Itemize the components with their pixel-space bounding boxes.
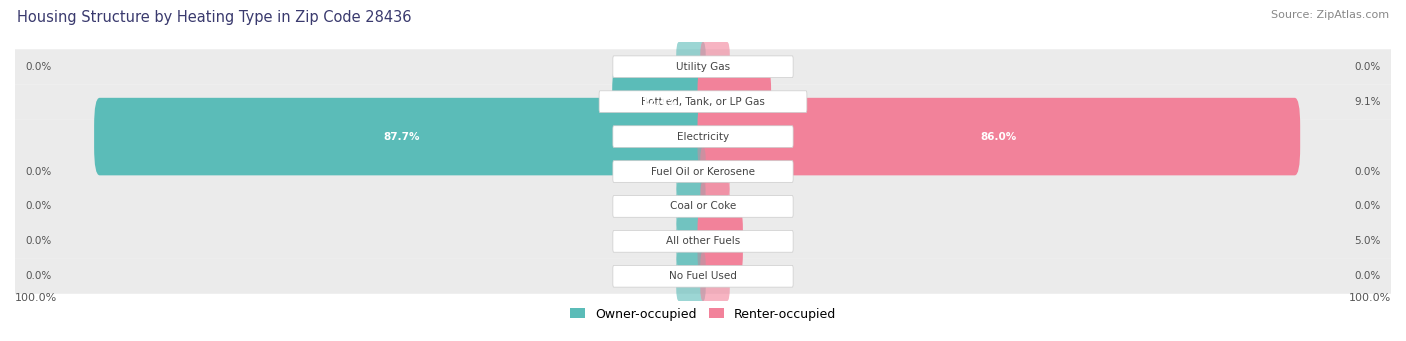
- FancyBboxPatch shape: [15, 259, 1391, 294]
- FancyBboxPatch shape: [613, 126, 793, 147]
- Text: 100.0%: 100.0%: [1348, 293, 1391, 303]
- FancyBboxPatch shape: [700, 42, 730, 91]
- Text: 0.0%: 0.0%: [25, 202, 52, 211]
- Text: All other Fuels: All other Fuels: [666, 236, 740, 246]
- Text: 5.0%: 5.0%: [1354, 236, 1381, 246]
- Text: 0.0%: 0.0%: [1354, 271, 1381, 281]
- FancyBboxPatch shape: [15, 84, 1391, 119]
- FancyBboxPatch shape: [697, 63, 770, 140]
- FancyBboxPatch shape: [612, 63, 709, 140]
- FancyBboxPatch shape: [697, 98, 1301, 175]
- Text: 100.0%: 100.0%: [15, 293, 58, 303]
- Text: Bottled, Tank, or LP Gas: Bottled, Tank, or LP Gas: [641, 97, 765, 107]
- Text: Coal or Coke: Coal or Coke: [669, 202, 737, 211]
- FancyBboxPatch shape: [15, 119, 1391, 154]
- FancyBboxPatch shape: [676, 147, 706, 196]
- FancyBboxPatch shape: [599, 91, 807, 113]
- Text: 0.0%: 0.0%: [1354, 62, 1381, 72]
- Text: 0.0%: 0.0%: [25, 166, 52, 177]
- Text: Fuel Oil or Kerosene: Fuel Oil or Kerosene: [651, 166, 755, 177]
- FancyBboxPatch shape: [613, 196, 793, 217]
- Text: Utility Gas: Utility Gas: [676, 62, 730, 72]
- FancyBboxPatch shape: [15, 189, 1391, 224]
- FancyBboxPatch shape: [700, 147, 730, 196]
- Text: 12.4%: 12.4%: [643, 97, 679, 107]
- Text: Housing Structure by Heating Type in Zip Code 28436: Housing Structure by Heating Type in Zip…: [17, 10, 412, 25]
- Text: 0.0%: 0.0%: [25, 236, 52, 246]
- FancyBboxPatch shape: [613, 231, 793, 252]
- FancyBboxPatch shape: [700, 182, 730, 231]
- Legend: Owner-occupied, Renter-occupied: Owner-occupied, Renter-occupied: [565, 302, 841, 326]
- FancyBboxPatch shape: [613, 265, 793, 287]
- FancyBboxPatch shape: [613, 161, 793, 182]
- Text: 0.0%: 0.0%: [25, 62, 52, 72]
- FancyBboxPatch shape: [700, 252, 730, 301]
- Text: 0.0%: 0.0%: [1354, 166, 1381, 177]
- FancyBboxPatch shape: [15, 224, 1391, 259]
- Text: 0.0%: 0.0%: [25, 271, 52, 281]
- Text: Source: ZipAtlas.com: Source: ZipAtlas.com: [1271, 10, 1389, 20]
- FancyBboxPatch shape: [15, 154, 1391, 189]
- Text: 0.0%: 0.0%: [1354, 202, 1381, 211]
- FancyBboxPatch shape: [94, 98, 709, 175]
- FancyBboxPatch shape: [676, 42, 706, 91]
- Text: 87.7%: 87.7%: [382, 132, 419, 142]
- FancyBboxPatch shape: [697, 203, 742, 280]
- Text: No Fuel Used: No Fuel Used: [669, 271, 737, 281]
- FancyBboxPatch shape: [676, 252, 706, 301]
- Text: 86.0%: 86.0%: [981, 132, 1017, 142]
- FancyBboxPatch shape: [15, 49, 1391, 84]
- FancyBboxPatch shape: [613, 56, 793, 77]
- FancyBboxPatch shape: [676, 217, 706, 266]
- FancyBboxPatch shape: [676, 182, 706, 231]
- Text: Electricity: Electricity: [676, 132, 730, 142]
- Text: 9.1%: 9.1%: [1354, 97, 1381, 107]
